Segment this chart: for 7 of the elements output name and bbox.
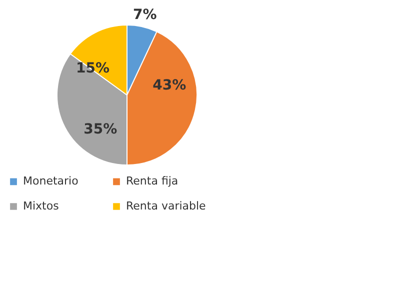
legend-label: Renta fija bbox=[126, 174, 178, 188]
legend-label: Renta variable bbox=[126, 200, 206, 212]
legend-label: Mixtos bbox=[23, 200, 60, 212]
data-label: 35% bbox=[84, 121, 118, 138]
legend-label: Monetario bbox=[23, 174, 79, 188]
data-label: 7% bbox=[132, 6, 157, 23]
data-label: 43% bbox=[152, 78, 186, 94]
